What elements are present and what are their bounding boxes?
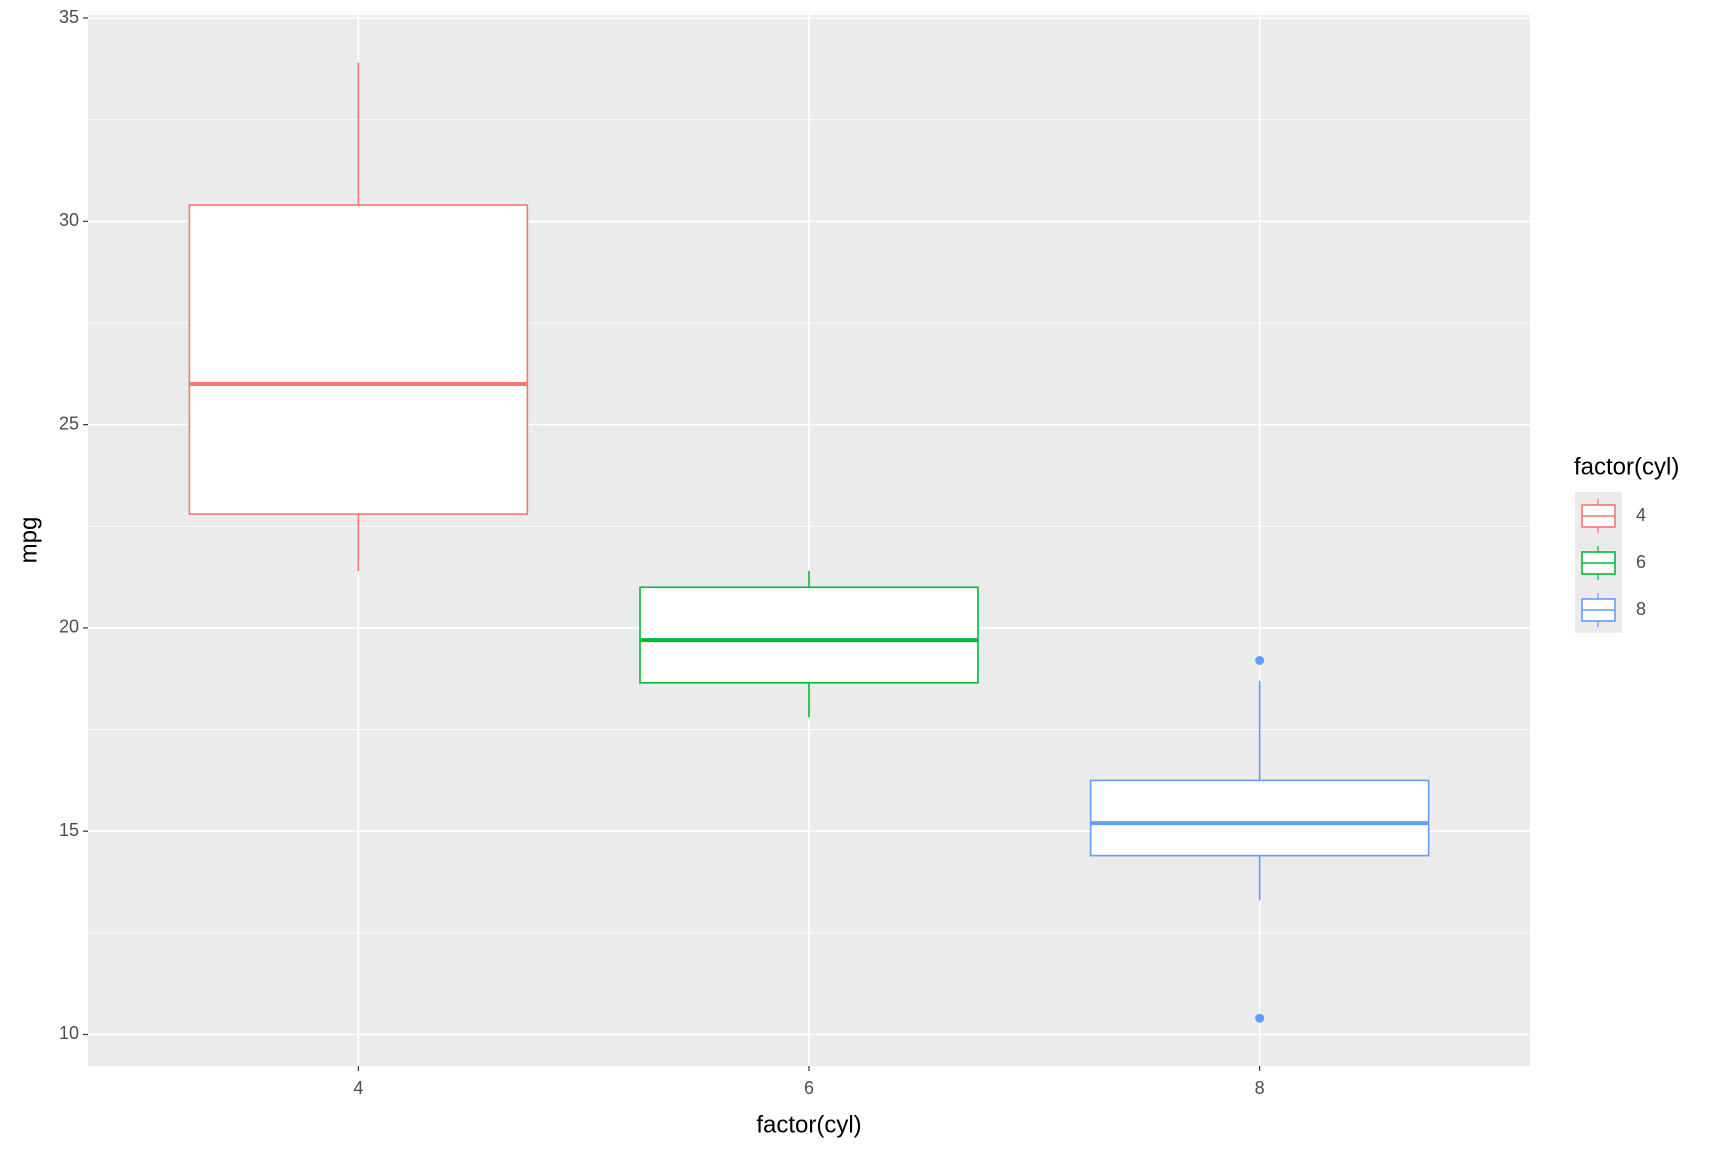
y-tick-label: 15 (59, 820, 79, 840)
x-tick-label: 4 (353, 1078, 363, 1098)
legend-label: 8 (1636, 599, 1646, 619)
y-tick-label: 35 (59, 7, 79, 27)
outlier (1255, 655, 1265, 665)
y-tick-label: 20 (59, 617, 79, 637)
legend-title: factor(cyl) (1574, 453, 1679, 480)
x-tick-label: 6 (804, 1078, 814, 1098)
box (1089, 779, 1430, 857)
x-tick-label: 8 (1255, 1078, 1265, 1098)
y-tick-label: 10 (59, 1023, 79, 1043)
y-axis-title: mpg (15, 517, 42, 564)
outlier (1255, 1013, 1265, 1023)
box (188, 204, 529, 515)
x-axis-title: factor(cyl) (756, 1111, 861, 1138)
y-tick-label: 25 (59, 413, 79, 433)
legend-label: 4 (1636, 505, 1646, 525)
y-tick-label: 30 (59, 210, 79, 230)
legend-label: 6 (1636, 552, 1646, 572)
box (639, 586, 979, 684)
